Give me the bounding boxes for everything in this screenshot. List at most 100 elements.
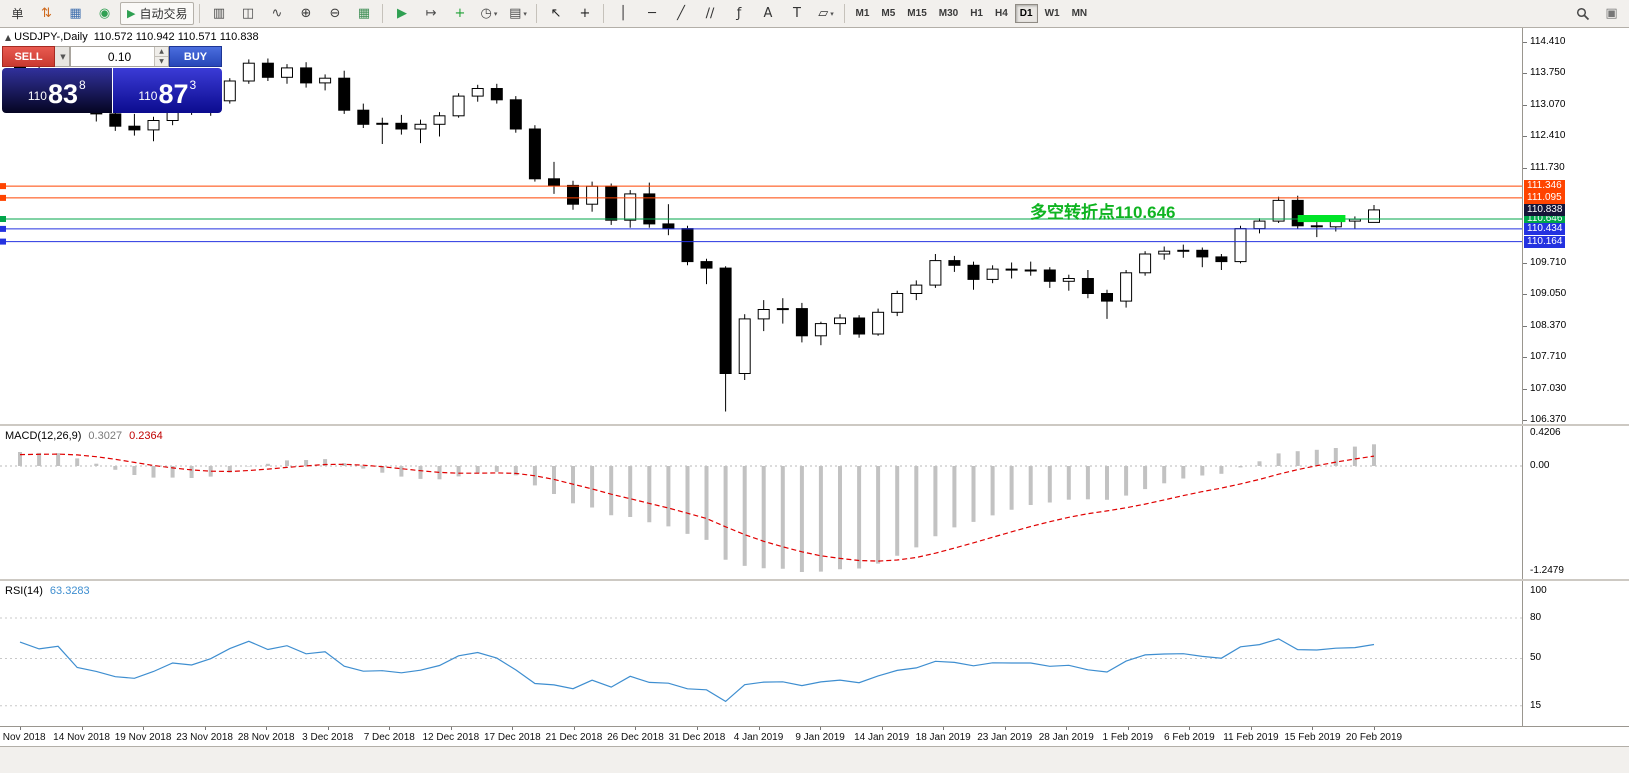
channel-button[interactable]: ∕∕	[696, 2, 723, 25]
vertical-line-button[interactable]: │	[609, 2, 636, 25]
volume-input[interactable]: 0.10 ▲ ▼	[70, 46, 169, 67]
axis-tick	[1523, 105, 1527, 106]
spinner-down-icon[interactable]: ▼	[155, 57, 168, 66]
zoom-in-button[interactable]: ⊕	[292, 2, 319, 25]
crosshair-icon: +	[579, 6, 591, 21]
rsi-name: RSI(14)	[5, 585, 43, 597]
timeframe-m1-button[interactable]: M1	[855, 8, 870, 19]
candlestick-button[interactable]: ◫	[234, 2, 261, 25]
search-button[interactable]	[1569, 2, 1596, 25]
price-scale-label: 111.730	[1530, 162, 1565, 173]
spinner-up-icon[interactable]: ▲	[155, 47, 168, 57]
axis-tick	[943, 727, 945, 730]
chevron-down-icon: ▼	[60, 52, 66, 61]
periods-button[interactable]: ◷ ▾	[475, 2, 502, 25]
grid-button[interactable]: ▦	[350, 2, 377, 25]
time-axis-label: 23 Nov 2018	[176, 732, 233, 743]
chart-title-marker-icon: ▲	[5, 33, 12, 42]
toolbar-separator	[199, 4, 201, 23]
price-line-tag: 110.164	[1524, 235, 1566, 248]
horizontal-line-button[interactable]: ─	[638, 2, 665, 25]
zoom-out-button[interactable]: ⊖	[321, 2, 348, 25]
order-arrows-button[interactable]: ⇅	[33, 2, 60, 25]
trendline-icon: ╱	[677, 6, 685, 21]
profiles-button[interactable]: ◉	[91, 2, 118, 25]
volume-dropdown-button[interactable]: ▼	[55, 46, 70, 67]
chart-title: ▲ USDJPY-,Daily 110.572 110.942 110.571 11…	[5, 31, 259, 43]
horizontal-line-objects[interactable]	[0, 183, 1522, 245]
axis-tick	[512, 727, 514, 730]
price-scale-label: 112.410	[1530, 130, 1566, 141]
channel-icon: ∕∕	[705, 6, 715, 21]
profiles-icon: ◉	[98, 6, 111, 21]
crosshair-button[interactable]: +	[571, 2, 598, 25]
new-chart-button[interactable]: ▦	[62, 2, 89, 25]
templates-button[interactable]: ▤ ▾	[504, 2, 531, 25]
grid-icon: ▦	[357, 6, 371, 21]
new-order-button[interactable]: 单	[11, 7, 24, 21]
cursor-button[interactable]: ↖	[542, 2, 569, 25]
bid-price-button[interactable]: 110 83 8	[2, 68, 112, 113]
label-button[interactable]: T	[783, 2, 810, 25]
timeframe-d1-button[interactable]: D1	[1014, 4, 1038, 23]
pivot-annotation-text[interactable]: 多空转折点110.646	[1030, 202, 1176, 222]
timeframe-mn-button[interactable]: MN	[1071, 8, 1088, 19]
timeframe-m15-button[interactable]: M15	[907, 8, 927, 19]
chart-shift-button[interactable]: ↦	[417, 2, 444, 25]
time-axis-label: 14 Nov 2018	[53, 732, 110, 743]
axis-tick	[1523, 294, 1527, 295]
autotrading-button[interactable]: ▶ 自动交易	[120, 2, 195, 25]
rsi-panel-canvas[interactable]	[0, 581, 1522, 726]
periods-icon: ◷	[480, 6, 492, 21]
volume-spinner[interactable]: ▲ ▼	[154, 47, 168, 66]
data-window-button[interactable]: ▣	[1598, 2, 1625, 25]
time-axis[interactable]: 9 Nov 2018 14 Nov 2018 19 Nov 2018 23 Nov 2…	[0, 726, 1629, 746]
line-chart-button[interactable]: ∿	[263, 2, 290, 25]
price-axis[interactable]: 114.410 113.750 113.070 112.410 111.730 109.7…	[1522, 28, 1629, 726]
price-scale-label: 113.750	[1530, 67, 1566, 78]
text-button[interactable]: A	[754, 2, 781, 25]
ask-price-button[interactable]: 110 87 3	[112, 68, 222, 113]
timeframe-h4-button[interactable]: H4	[995, 8, 1008, 19]
timeframe-h1-button[interactable]: H1	[970, 8, 983, 19]
buy-button[interactable]: BUY	[169, 46, 222, 67]
indicators-button[interactable]: +	[446, 2, 473, 25]
macd-axis-label: 0.00	[1530, 460, 1550, 471]
axis-tick	[1189, 727, 1191, 730]
ask-main-digits: 87	[158, 79, 189, 109]
zoom-out-icon: ⊖	[329, 6, 341, 21]
time-axis-label: 21 Dec 2018	[545, 732, 603, 743]
axis-tick	[1127, 727, 1129, 730]
timeframe-m5-button[interactable]: M5	[881, 8, 896, 19]
axis-tick	[1066, 727, 1068, 730]
bar-chart-button[interactable]: ▥	[205, 2, 232, 25]
axis-tick	[1312, 727, 1314, 730]
axis-tick	[1523, 326, 1527, 327]
pivot-highlight-rect[interactable]	[1297, 215, 1346, 223]
macd-histogram	[18, 444, 1376, 572]
horizontal-line-icon: ─	[648, 6, 656, 21]
toolbar-separator	[603, 4, 605, 23]
axis-tick	[1250, 727, 1252, 730]
macd-value: 0.3027	[88, 430, 123, 442]
timeframe-m30-button[interactable]: M30	[938, 8, 959, 19]
timeframe-w1-button[interactable]: W1	[1044, 8, 1060, 19]
rsi-value: 63.3283	[49, 585, 90, 597]
axis-tick	[1523, 136, 1527, 137]
vertical-line-icon: │	[619, 6, 627, 21]
price-scale-label: 106.370	[1530, 414, 1567, 425]
zoom-in-icon: ⊕	[300, 6, 312, 21]
trendline-button[interactable]: ╱	[667, 2, 694, 25]
axis-tick	[1523, 42, 1527, 43]
fibonacci-button[interactable]: ƒ	[725, 2, 752, 25]
sell-button[interactable]: SELL	[2, 46, 55, 67]
panel-splitter[interactable]	[0, 579, 1629, 581]
time-axis-label: 14 Jan 2019	[854, 732, 910, 743]
macd-panel-canvas[interactable]	[0, 426, 1522, 579]
autoscroll-button[interactable]: ▶	[388, 2, 415, 25]
label-icon: T	[793, 6, 801, 21]
panel-splitter[interactable]	[0, 424, 1629, 426]
price-chart-canvas[interactable]: 多空转折点110.646	[0, 28, 1522, 424]
shapes-button[interactable]: ▱ ▾	[812, 2, 839, 25]
new-chart-icon: ▦	[69, 6, 82, 21]
